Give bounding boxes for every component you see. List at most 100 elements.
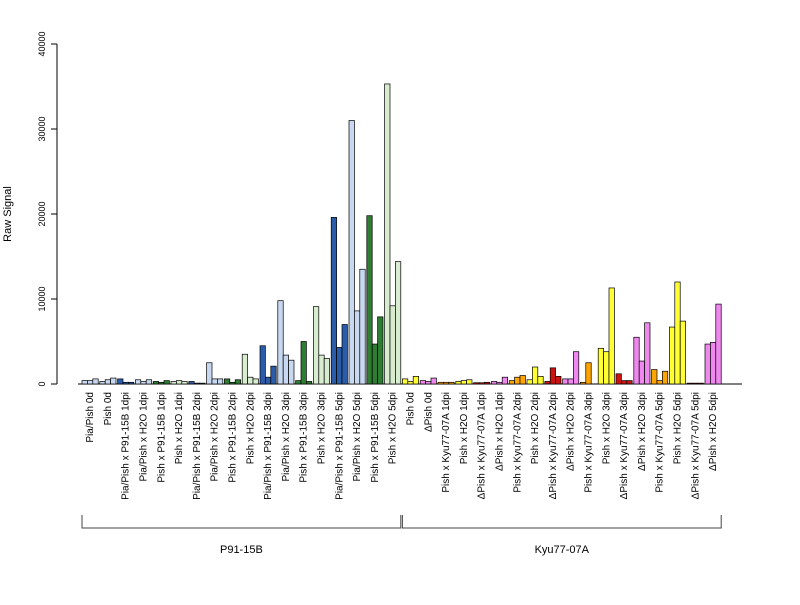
bar	[497, 382, 502, 384]
bar	[87, 381, 92, 384]
bar	[360, 269, 365, 384]
x-tick-label: Pish x H2O 5dpi	[673, 392, 684, 464]
bar	[123, 382, 128, 384]
bar	[128, 382, 133, 384]
bar	[634, 337, 639, 384]
group-label: P91-15B	[220, 544, 263, 556]
y-tick-label: 20000	[37, 201, 47, 226]
bar	[217, 379, 222, 384]
bar	[604, 352, 609, 384]
y-axis: 0 10000 20000 30000 40000	[37, 31, 57, 386]
bar	[527, 380, 532, 384]
bar	[461, 381, 466, 384]
bar	[135, 380, 140, 384]
bar	[301, 342, 306, 385]
bar	[118, 379, 123, 384]
x-tick-label: ΔPish x Kyu77-07A 3dpi	[619, 392, 630, 499]
bar	[621, 381, 626, 384]
group-bracket	[402, 515, 721, 528]
bar	[573, 352, 578, 384]
x-tick-label: Pish 0d	[406, 392, 417, 425]
x-tick-label: Pish x H2O 3dpi	[601, 392, 612, 464]
bar	[367, 216, 372, 384]
bar	[395, 262, 400, 384]
bar	[402, 379, 407, 384]
x-tick-label: Pia/Pish x H2O 1dpi	[139, 392, 150, 482]
bar	[296, 381, 301, 384]
bar	[159, 382, 164, 384]
bar	[479, 383, 484, 384]
group-label: Kyu77-07A	[535, 544, 590, 556]
bar	[515, 377, 520, 384]
bar	[331, 217, 336, 384]
bar	[176, 381, 181, 384]
x-tick-label: ΔPish x H2O 2dpi	[566, 392, 577, 471]
bar	[189, 381, 194, 384]
bar	[306, 381, 311, 384]
bar	[710, 342, 715, 384]
x-tick-label: Pish x P91-15B 3dpi	[299, 392, 310, 483]
x-tick-label: Pish x H2O 1dpi	[174, 392, 185, 464]
y-axis-label: Raw Signal	[2, 186, 14, 242]
bar	[200, 383, 205, 384]
bar	[420, 381, 425, 384]
x-tick-label: Pish x Kyu77-07A 1dpi	[441, 392, 452, 493]
y-tick-label: 40000	[37, 31, 47, 56]
bar	[568, 379, 573, 384]
bar	[378, 317, 383, 384]
bar	[586, 363, 591, 384]
bar	[164, 381, 169, 384]
x-tick-label: ΔPish x H2O 1dpi	[495, 392, 506, 471]
y-tick-label: 30000	[37, 116, 47, 141]
bar	[502, 377, 507, 384]
y-tick-label: 10000	[37, 286, 47, 311]
bar	[443, 382, 448, 384]
bar	[669, 327, 674, 384]
bar	[171, 381, 176, 384]
x-tick-label: Pish x Kyu77-07A 5dpi	[655, 392, 666, 493]
x-tick-label: ΔPish x Kyu77-07A 5dpi	[690, 392, 701, 499]
x-tick-label: Pish x Kyu77-07A 3dpi	[584, 392, 595, 493]
bar	[438, 382, 443, 384]
bar	[693, 383, 698, 384]
bar	[580, 382, 585, 384]
x-tick-label: Pia/Pish x H2O 3dpi	[281, 392, 292, 482]
bar	[491, 381, 496, 384]
bar	[652, 370, 657, 384]
bar	[146, 380, 151, 384]
bar	[100, 381, 105, 384]
x-tick-label: Pish x H2O 5dpi	[388, 392, 399, 464]
bar	[242, 354, 247, 384]
bar	[283, 355, 288, 384]
y-tick-label: 0	[37, 381, 47, 386]
x-tick-label: ΔPish x H2O 5dpi	[708, 392, 719, 471]
bar	[680, 321, 685, 384]
bar	[675, 282, 680, 384]
x-tick-label: Pia/Pish 0d	[85, 392, 96, 443]
group-bracket	[82, 515, 401, 528]
x-tick-label: ΔPish x Kyu77-07A 1dpi	[477, 392, 488, 499]
bar	[413, 376, 418, 384]
bar	[260, 346, 265, 384]
x-tick-label: ΔPish 0d	[423, 392, 434, 432]
bar	[248, 377, 253, 384]
bar	[224, 379, 229, 384]
bar	[105, 380, 110, 384]
bar	[313, 307, 318, 384]
bar	[532, 367, 537, 384]
bar	[289, 360, 294, 384]
bar	[538, 376, 543, 384]
bar	[278, 301, 283, 384]
bar	[349, 121, 354, 385]
bar	[271, 366, 276, 384]
bar	[520, 376, 525, 385]
bar	[390, 306, 395, 384]
bar	[627, 381, 632, 384]
x-tick-label: Pish x H2O 1dpi	[459, 392, 470, 464]
x-tick-label: Pish x Kyu77-07A 2dpi	[512, 392, 523, 493]
bar	[431, 378, 436, 384]
bar	[657, 381, 662, 384]
